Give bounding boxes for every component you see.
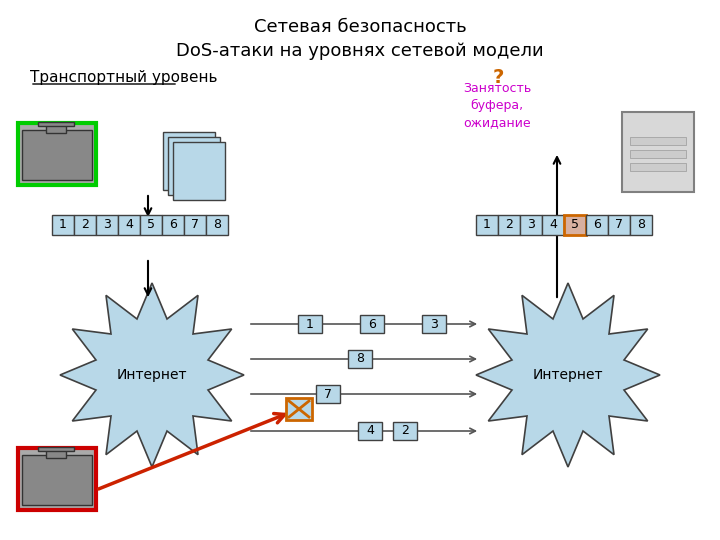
FancyBboxPatch shape (22, 130, 92, 180)
FancyBboxPatch shape (173, 142, 225, 200)
Text: Интернет: Интернет (117, 368, 187, 382)
Text: 4: 4 (125, 219, 133, 232)
FancyBboxPatch shape (630, 163, 686, 171)
FancyBboxPatch shape (608, 215, 630, 235)
Text: 6: 6 (593, 219, 601, 232)
Text: ?: ? (492, 68, 504, 87)
FancyBboxPatch shape (422, 315, 446, 333)
FancyBboxPatch shape (348, 350, 372, 368)
Text: 1: 1 (306, 318, 314, 330)
Text: 8: 8 (213, 219, 221, 232)
Text: 6: 6 (169, 219, 177, 232)
Text: 1: 1 (59, 219, 67, 232)
Polygon shape (60, 283, 244, 467)
FancyBboxPatch shape (630, 215, 652, 235)
Text: 4: 4 (366, 424, 374, 437)
Text: 7: 7 (191, 219, 199, 232)
FancyBboxPatch shape (542, 215, 564, 235)
FancyBboxPatch shape (168, 137, 220, 195)
Text: 8: 8 (637, 219, 645, 232)
FancyBboxPatch shape (358, 422, 382, 440)
FancyBboxPatch shape (586, 215, 608, 235)
FancyBboxPatch shape (316, 385, 340, 403)
FancyBboxPatch shape (162, 215, 184, 235)
FancyBboxPatch shape (74, 215, 96, 235)
Text: 6: 6 (368, 318, 376, 330)
FancyBboxPatch shape (163, 132, 215, 190)
FancyBboxPatch shape (286, 398, 312, 420)
Text: Сетевая безопасность: Сетевая безопасность (253, 18, 467, 36)
Text: 8: 8 (356, 353, 364, 366)
FancyBboxPatch shape (18, 448, 96, 510)
FancyBboxPatch shape (140, 215, 162, 235)
Text: Транспортный уровень: Транспортный уровень (30, 70, 217, 85)
FancyBboxPatch shape (622, 112, 694, 192)
FancyBboxPatch shape (520, 215, 542, 235)
Text: 2: 2 (401, 424, 409, 437)
FancyBboxPatch shape (360, 315, 384, 333)
Text: 7: 7 (615, 219, 623, 232)
FancyBboxPatch shape (564, 215, 586, 235)
Text: 5: 5 (571, 219, 579, 232)
Text: Интернет: Интернет (533, 368, 603, 382)
Text: 3: 3 (430, 318, 438, 330)
Text: 7: 7 (324, 388, 332, 401)
Text: 4: 4 (549, 219, 557, 232)
Text: Занятость
буфера,
ожидание: Занятость буфера, ожидание (463, 82, 531, 129)
FancyBboxPatch shape (52, 215, 74, 235)
Text: 1: 1 (483, 219, 491, 232)
FancyBboxPatch shape (393, 422, 417, 440)
FancyBboxPatch shape (476, 215, 498, 235)
FancyBboxPatch shape (38, 122, 74, 126)
Text: DoS-атаки на уровнях сетевой модели: DoS-атаки на уровнях сетевой модели (176, 42, 544, 60)
FancyBboxPatch shape (118, 215, 140, 235)
FancyBboxPatch shape (46, 125, 66, 133)
FancyBboxPatch shape (298, 315, 322, 333)
FancyBboxPatch shape (498, 215, 520, 235)
Text: 2: 2 (505, 219, 513, 232)
FancyBboxPatch shape (96, 215, 118, 235)
Text: 3: 3 (103, 219, 111, 232)
Text: 3: 3 (527, 219, 535, 232)
FancyBboxPatch shape (184, 215, 206, 235)
FancyBboxPatch shape (206, 215, 228, 235)
FancyBboxPatch shape (22, 455, 92, 505)
Text: 5: 5 (147, 219, 155, 232)
FancyBboxPatch shape (18, 123, 96, 185)
FancyBboxPatch shape (38, 447, 74, 451)
FancyBboxPatch shape (46, 450, 66, 458)
Polygon shape (476, 283, 660, 467)
FancyBboxPatch shape (630, 137, 686, 145)
FancyBboxPatch shape (630, 150, 686, 158)
Text: 2: 2 (81, 219, 89, 232)
